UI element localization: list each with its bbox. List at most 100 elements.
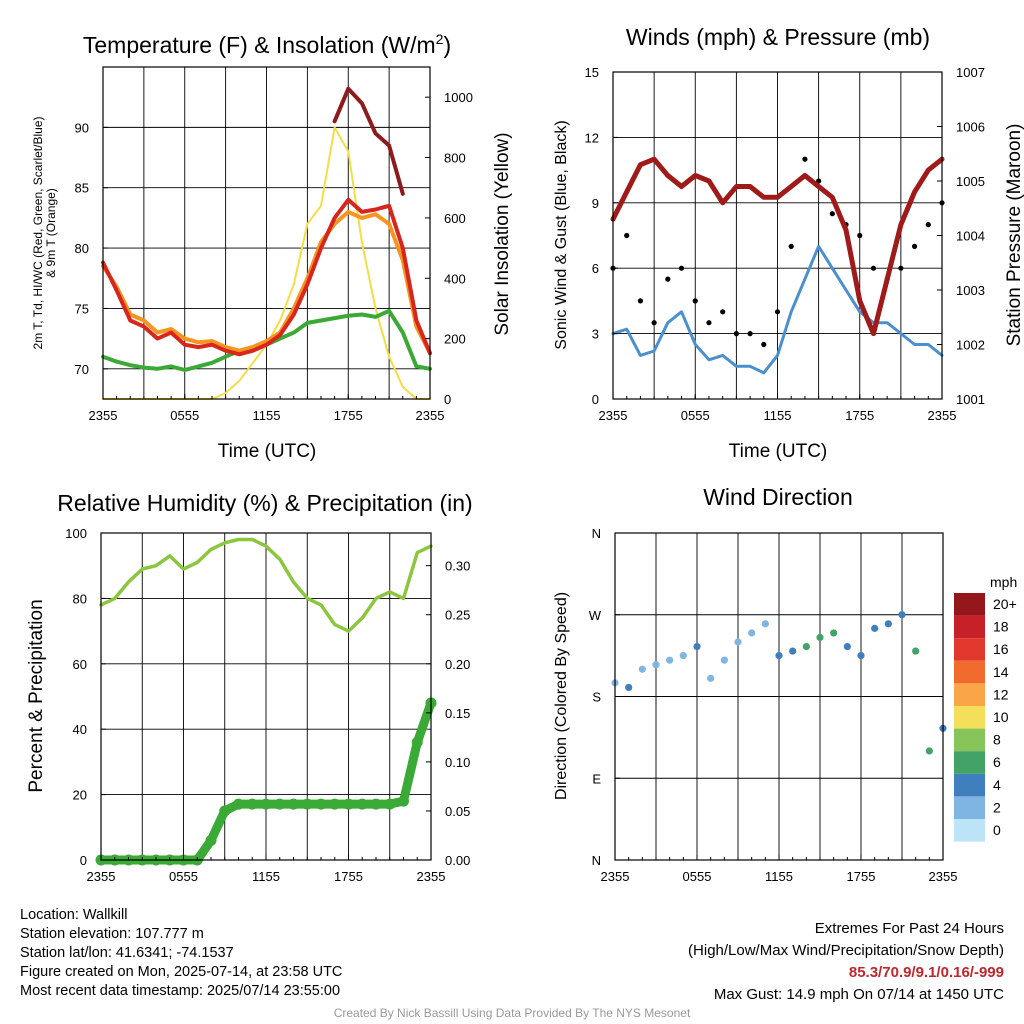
- direction-points: [611, 611, 947, 755]
- gust-point: [857, 232, 863, 239]
- legend-label: 6: [993, 754, 1001, 770]
- x-tick-label: 1155: [253, 408, 281, 423]
- direction-point: [652, 661, 660, 669]
- precip-point: [205, 834, 217, 846]
- winds-panel: Winds (mph) & Pressure (mb) 2355 0555 1155…: [553, 24, 1024, 462]
- x-tick-label: 1155: [765, 869, 793, 884]
- y2-tick-label: 1005: [956, 174, 985, 189]
- legend-swatch: [954, 615, 985, 639]
- direction-point: [720, 656, 728, 664]
- y2-tick-label: 0.00: [445, 853, 470, 868]
- gust-point: [829, 211, 835, 217]
- y2-tick-label: 1002: [956, 338, 985, 353]
- precip-point: [274, 798, 286, 810]
- precip-point: [343, 798, 354, 810]
- direction-point: [925, 747, 933, 755]
- precip-point: [233, 798, 244, 810]
- y2-tick-label: 0.30: [445, 559, 470, 574]
- x-tick-label: 0555: [683, 869, 712, 884]
- legend-label: 2: [993, 799, 1001, 815]
- station-location: Location: Wallkill: [20, 907, 128, 923]
- x-tick-label: 2355: [89, 408, 118, 423]
- station-latlon: Station lat/lon: 41.6341; -74.1537: [20, 945, 234, 961]
- y-tick-label: 90: [75, 120, 89, 135]
- legend-label: 16: [993, 641, 1009, 657]
- recent-timestamp: Most recent data timestamp: 2025/07/14 2…: [20, 983, 341, 999]
- y2-tick-label: 0.25: [445, 608, 470, 623]
- gust-point: [911, 243, 918, 249]
- humidity-y2-ticks: 0.00 0.05 0.10 0.15 0.20 0.25 0.30: [426, 559, 470, 868]
- precip-point: [315, 798, 327, 810]
- y-tick-label: 70: [75, 362, 89, 377]
- direction-point: [802, 642, 810, 651]
- extremes-values: 85.3/70.9/9.1/0.16/-999: [848, 964, 1004, 981]
- winds-series: [610, 156, 945, 375]
- temperature-y-ticks: 70 75 80 85 90: [75, 120, 108, 377]
- precip-point: [219, 805, 231, 817]
- x-tick-label: 2355: [87, 869, 116, 884]
- legend-swatch: [954, 819, 985, 842]
- legend-swatch: [954, 796, 985, 819]
- temperature-y-label-line2: & 9m T (Orange): [44, 188, 58, 278]
- figure-created: Figure created on Mon, 2025-07-14, at 23…: [20, 964, 343, 980]
- direction-point: [679, 652, 687, 660]
- winds-y-ticks: 0 3 6 9 12 15: [585, 65, 618, 407]
- wind-line: [611, 244, 944, 375]
- gust-point: [624, 232, 630, 239]
- x-tick-label: 1755: [847, 869, 876, 884]
- humidity-y-ticks: 0 20 40 60 80 100: [65, 526, 106, 868]
- gust-point: [802, 156, 808, 162]
- winds-y-label: Sonic Wind & Gust (Blue, Black): [553, 120, 570, 349]
- direction-point: [666, 656, 674, 664]
- y2-tick-label: 400: [444, 271, 466, 286]
- direction-point: [625, 683, 633, 692]
- temp_2m-line: [101, 197, 432, 357]
- y2-tick-label: 0.20: [445, 657, 470, 672]
- x-tick-label: 2355: [417, 869, 446, 884]
- y2-tick-label: 1004: [956, 229, 985, 244]
- direction-point: [638, 665, 646, 673]
- gust-point: [774, 309, 781, 315]
- temp_9m-line: [101, 209, 432, 356]
- y2-tick-label: 1007: [956, 65, 985, 80]
- precip-point: [260, 798, 272, 810]
- extremes-heading: Extremes For Past 24 Hours: [814, 920, 1004, 937]
- y-tick-label: 80: [73, 591, 87, 606]
- gust-point: [692, 298, 698, 304]
- y-tick-label: 0: [80, 853, 87, 868]
- temperature-y2-ticks: 0 200 400 600 800 1000: [425, 90, 473, 407]
- extremes-box: Extremes For Past 24 Hours (High/Low/Max…: [688, 918, 1004, 1006]
- precip-point: [288, 798, 299, 810]
- direction-point: [898, 611, 906, 619]
- direction-point: [816, 633, 824, 642]
- x-tick-label: 0555: [169, 869, 198, 884]
- legend-swatch: [954, 593, 985, 616]
- max-gust: Max Gust: 14.9 mph On 07/14 at 1450 UTC: [713, 986, 1004, 1003]
- x-tick-label: 2355: [416, 408, 445, 423]
- legend-label: 18: [993, 619, 1009, 635]
- winds-x-ticks: 2355 0555 1155 1755 2355: [599, 394, 956, 423]
- temperature-title: Temperature (F) & Insolation (W/m2): [83, 31, 451, 58]
- humidity-title: Relative Humidity (%) & Precipitation (i…: [57, 490, 472, 516]
- rh-line: [99, 537, 433, 633]
- direction-point: [748, 629, 756, 637]
- precip-point: [411, 736, 423, 748]
- direction-title: Wind Direction: [703, 484, 853, 510]
- y2-tick-label: 0.15: [445, 706, 470, 721]
- temperature-y-label-line1: 2m T, Td, HI/WC (Red, Green, Scarlet/Blu…: [31, 117, 45, 350]
- speed-legend-title: mph: [990, 574, 1017, 590]
- y2-tick-label: 1000: [444, 90, 473, 105]
- direction-point: [843, 642, 851, 651]
- legend-swatch: [954, 773, 985, 797]
- direction-point: [789, 647, 797, 655]
- y-tick-label: 100: [65, 526, 87, 541]
- legend-label: 10: [993, 709, 1009, 725]
- precip-point: [356, 798, 368, 810]
- gust-point: [870, 265, 877, 271]
- direction-grid: [615, 533, 943, 860]
- gust-point: [925, 222, 931, 228]
- y-tick-label: 9: [592, 196, 599, 211]
- x-tick-label: 0555: [681, 408, 710, 423]
- gust-point: [637, 298, 644, 304]
